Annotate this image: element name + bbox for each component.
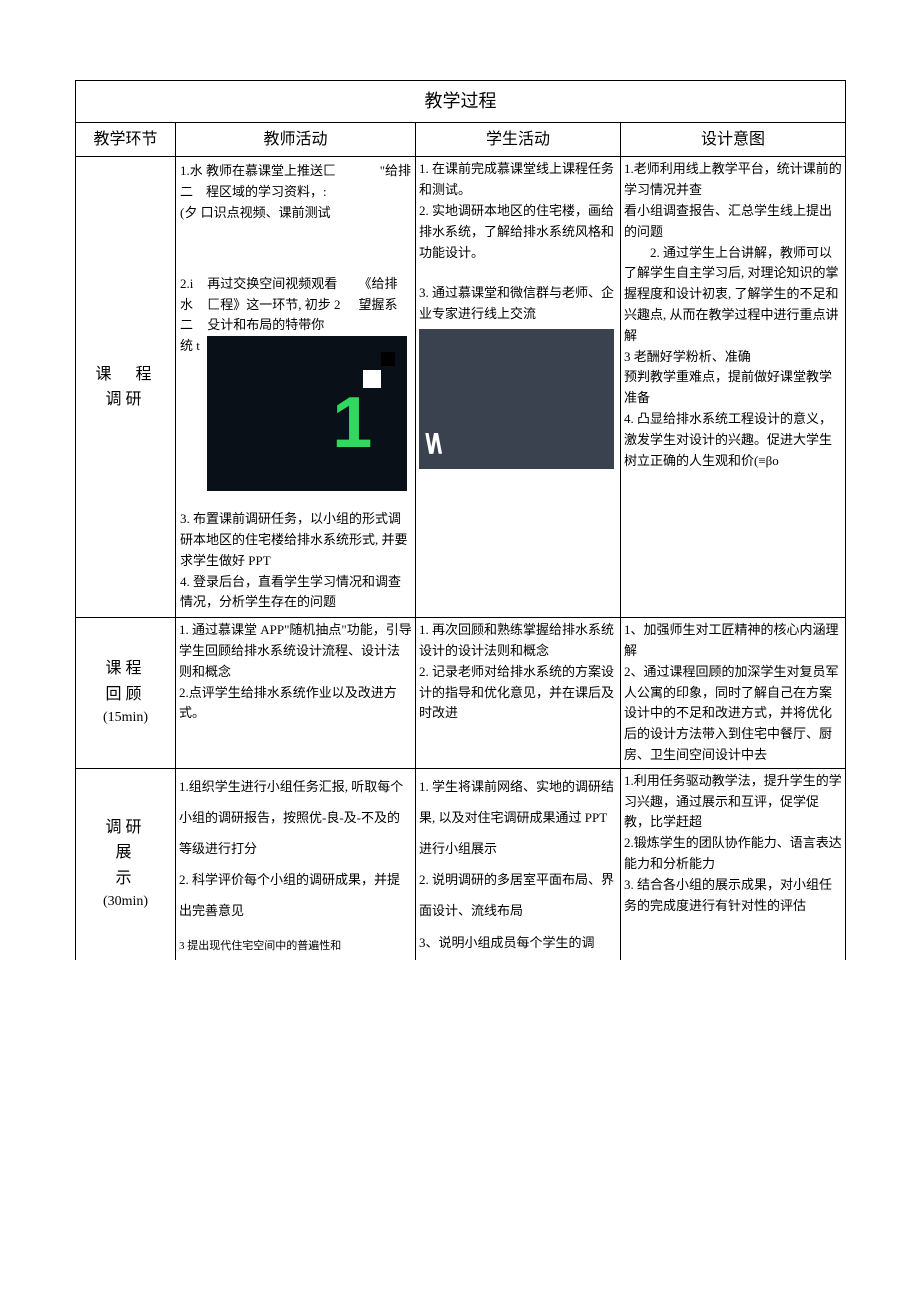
student-review: 1. 再次回顾和熟练掌握给排水系统设计的设计法则和概念 2. 记录老师对给排水系… xyxy=(416,618,621,769)
txt: (夕 口识点视频、课前测试 xyxy=(180,203,411,224)
decor-digit: 1 xyxy=(332,366,372,481)
phase-line: 调研 xyxy=(79,387,172,413)
txt: 看小组调查报告、汇总学生线上提出的问题 xyxy=(624,201,842,243)
phase-line: 课 程 xyxy=(79,362,172,388)
phase-research: 课 程 调研 xyxy=(76,157,176,618)
txt: 3 老酬好学粉析、准确 xyxy=(624,347,842,368)
txt: 2. 记录老师对给排水系统的方案设计的指导和优化意见，并在课后及时改进 xyxy=(419,662,617,724)
phase-line: 调研 xyxy=(79,815,172,841)
txt: 预判教学重难点，提前做好课堂教学准备 xyxy=(624,367,842,409)
student-present: 1. 学生将课前网络、实地的调研结果, 以及对住宅调研成果通过 PPT进行小组展… xyxy=(416,768,621,960)
decor xyxy=(381,352,395,366)
teacher-present: 1.组织学生进行小组任务汇报, 听取每个小组的调研报告，按照优-良-及-不及的等… xyxy=(176,768,416,960)
header-teacher: 教师活动 xyxy=(176,122,416,157)
txt: 1. 学生将课前网络、实地的调研结果, 以及对住宅调研成果通过 PPT进行小组展… xyxy=(419,771,617,865)
txt: 二 程区域的学习资料，: xyxy=(180,182,411,203)
txt: 3、说明小组成员每个学生的调 xyxy=(419,927,617,958)
txt: 2. 通过学生上台讲解，教师可以了解学生自主学习后, 对理论知识的掌握程度和设计… xyxy=(624,243,842,347)
txt: 3 提出现代住宅空间中的普遍性和 xyxy=(179,933,412,959)
design-present: 1.利用任务驱动教学法，提升学生的学习兴趣，通过展示和互评，促学促教，比学赶超 … xyxy=(621,768,846,960)
txt: 1.组织学生进行小组任务汇报, 听取每个小组的调研报告，按照优-良-及-不及的等… xyxy=(179,771,412,865)
phase-line: 展 xyxy=(79,840,172,866)
title-row: 教学过程 xyxy=(76,81,846,123)
phase-review: 课程 回顾 (15min) xyxy=(76,618,176,769)
txt: 1. 再次回顾和熟练掌握给排水系统设计的设计法则和概念 xyxy=(419,620,617,662)
txt: 匚程》这一环节, 初步 2 xyxy=(207,295,355,316)
embedded-image-dark: 1 xyxy=(207,336,407,491)
row-present: 调研 展 示 (30min) 1.组织学生进行小组任务汇报, 听取每个小组的调研… xyxy=(76,768,846,960)
header-phase: 教学环节 xyxy=(76,122,176,157)
txt: 2.i xyxy=(180,274,204,295)
row-research: 课 程 调研 1.水 教师在慕课堂上推送匚 "给排 二 程区域的学习资料，: (… xyxy=(76,157,846,618)
phase-line: 示 xyxy=(79,866,172,892)
phase-line: 课程 xyxy=(79,656,172,682)
decor-text: \/\ xyxy=(425,422,439,467)
txt: 二 xyxy=(180,315,204,336)
phase-present: 调研 展 示 (30min) xyxy=(76,768,176,960)
txt: 4. 登录后台，直看学生学习情况和调查情况，分析学生存在的问题 xyxy=(180,572,411,614)
txt: 1.老师利用线上教学平台，统计课前的学习情况并查 xyxy=(624,159,842,201)
header-row: 教学环节 教师活动 学生活动 设计意图 xyxy=(76,122,846,157)
teacher-research: 1.水 教师在慕课堂上推送匚 "给排 二 程区域的学习资料，: (夕 口识点视频… xyxy=(176,157,416,618)
txt: 1. 通过慕课堂 APP"随机抽点"功能，引导学生回顾给排水系统设计流程、设计法… xyxy=(179,620,412,682)
txt: 水 xyxy=(180,295,204,316)
txt: 《给排 xyxy=(359,274,403,295)
txt: 3. 结合各小组的展示成果，对小组任务的完成度进行有针对性的评估 xyxy=(624,875,842,917)
phase-line: 回顾 xyxy=(79,682,172,708)
phase-time: (30min) xyxy=(79,891,172,913)
design-review: 1、加强师生对工匠精神的核心内涵理解 2、通过课程回顾的加深学生对复员军人公寓的… xyxy=(621,618,846,769)
txt: 3. 布置课前调研任务，以小组的形式调研本地区的住宅楼给排水系统形式, 并要求学… xyxy=(180,509,411,571)
phase-time: (15min) xyxy=(79,707,172,729)
student-research: 1. 在课前完成慕课堂线上课程任务和测试。 2. 实地调研本地区的住宅楼，画给排… xyxy=(416,157,621,618)
txt: 2. 实地调研本地区的住宅楼，画给排水系统，了解给排水系统风格和功能设计。 xyxy=(419,201,617,263)
txt: "给排 xyxy=(380,161,411,182)
header-design: 设计意图 xyxy=(621,122,846,157)
txt: 1.利用任务驱动教学法，提升学生的学习兴趣，通过展示和互评，促学促教，比学赶超 xyxy=(624,771,842,833)
txt: 2.点评学生给排水系统作业以及改进方式。 xyxy=(179,683,412,725)
embedded-image-gray: \/\ xyxy=(419,329,614,469)
txt: 1、加强师生对工匠精神的核心内涵理解 xyxy=(624,620,842,662)
row-review: 课程 回顾 (15min) 1. 通过慕课堂 APP"随机抽点"功能，引导学生回… xyxy=(76,618,846,769)
txt: 统 t xyxy=(180,336,204,357)
txt: 殳计和布局的特带你 xyxy=(207,315,355,336)
txt: 4. 凸显给排水系统工程设计的意义，激发学生对设计的兴趣。促进大学生树立正确的人… xyxy=(624,409,842,471)
teacher-review: 1. 通过慕课堂 APP"随机抽点"功能，引导学生回顾给排水系统设计流程、设计法… xyxy=(176,618,416,769)
txt: 望握系 xyxy=(359,295,403,316)
txt: 3. 通过慕课堂和微信群与老师、企业专家进行线上交流 xyxy=(419,283,617,325)
txt: 2、通过课程回顾的加深学生对复员军人公寓的印象，同时了解自己在方案设计中的不足和… xyxy=(624,662,842,766)
txt: 1. 在课前完成慕课堂线上课程任务和测试。 xyxy=(419,159,617,201)
txt: 再过交换空间视频观看 xyxy=(207,274,355,295)
table-title: 教学过程 xyxy=(76,81,846,123)
txt: 2. 科学评价每个小组的调研成果，并提出完善意见 xyxy=(179,864,412,926)
txt: 1.水 教师在慕课堂上推送匚 xyxy=(180,163,336,178)
design-research: 1.老师利用线上教学平台，统计课前的学习情况并查 看小组调查报告、汇总学生线上提… xyxy=(621,157,846,618)
txt: 2.锻炼学生的团队协作能力、语言表达能力和分析能力 xyxy=(624,833,842,875)
txt: 2. 说明调研的多居室平面布局、界面设计、流线布局 xyxy=(419,864,617,926)
lesson-table: 教学过程 教学环节 教师活动 学生活动 设计意图 课 程 调研 1.水 教师在慕… xyxy=(75,80,846,960)
header-student: 学生活动 xyxy=(416,122,621,157)
